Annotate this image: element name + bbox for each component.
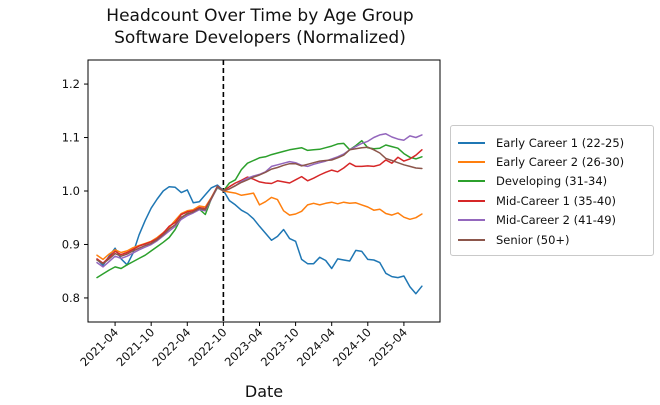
x-axis-label: Date xyxy=(244,382,284,401)
legend-item-label: Early Career 1 (22-25) xyxy=(496,135,625,150)
legend-item-label: Mid-Career 2 (41-49) xyxy=(496,213,617,228)
y-tick-label: 1.0 xyxy=(62,184,80,198)
chart-title: Headcount Over Time by Age Group xyxy=(106,6,414,26)
x-tick-label: 2024-10 xyxy=(330,325,374,369)
series-line-mid-career-2 xyxy=(96,133,423,268)
legend-line-sample xyxy=(458,161,485,164)
legend: Early Career 1 (22-25) Early Career 2 (2… xyxy=(450,125,654,257)
x-tick-label: 2021-04 xyxy=(77,325,121,369)
legend-item: Mid-Career 1 (35-40) xyxy=(458,191,647,210)
legend-item-label: Mid-Career 1 (35-40) xyxy=(496,193,617,208)
legend-line-sample xyxy=(458,180,485,183)
y-tick-label: 0.8 xyxy=(62,291,80,305)
legend-item-label: Developing (31-34) xyxy=(496,174,608,189)
series-line-early-career-1 xyxy=(96,184,423,295)
y-tick-label: 1.2 xyxy=(62,77,80,91)
x-tick-label: 2021-10 xyxy=(113,325,157,369)
legend-item-label: Early Career 2 (26-30) xyxy=(496,155,625,170)
legend-item-label: Senior (50+) xyxy=(496,232,570,247)
legend-line-sample xyxy=(458,219,485,222)
legend-item: Mid-Career 2 (41-49) xyxy=(458,211,647,230)
plot-border xyxy=(87,59,441,323)
legend-item: Developing (31-34) xyxy=(458,172,647,191)
legend-line-sample xyxy=(458,141,485,144)
y-tick-label: 0.9 xyxy=(62,237,80,251)
legend-item: Senior (50+) xyxy=(458,230,647,249)
x-tick-label: 2023-10 xyxy=(258,325,302,369)
x-tick-label: 2025-04 xyxy=(366,325,410,369)
legend-item: Early Career 2 (26-30) xyxy=(458,152,647,171)
series-line-mid-career-1 xyxy=(96,149,423,264)
x-tick-label: 2022-04 xyxy=(150,325,194,369)
y-tick-label: 1.1 xyxy=(62,131,80,145)
legend-line-sample xyxy=(458,238,485,241)
x-tick-label: 2023-04 xyxy=(222,325,266,369)
x-tick-label: 2022-10 xyxy=(186,325,230,369)
legend-line-sample xyxy=(458,199,485,202)
series-line-early-career-2 xyxy=(96,185,423,261)
x-tick-label: 2024-04 xyxy=(294,325,338,369)
chart-subtitle: Software Developers (Normalized) xyxy=(114,28,406,48)
series-line-senior xyxy=(96,146,423,265)
legend-item: Early Career 1 (22-25) xyxy=(458,133,647,152)
